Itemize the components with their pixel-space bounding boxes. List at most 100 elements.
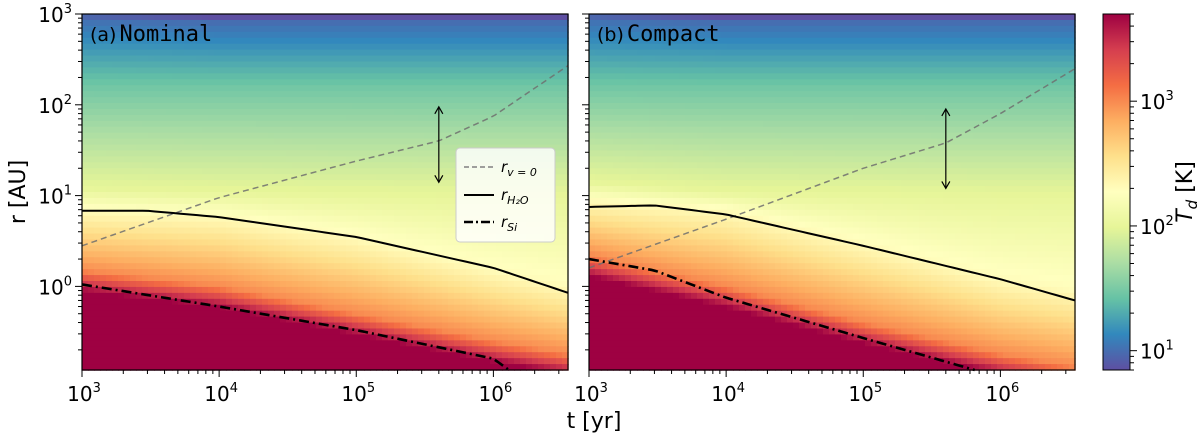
heatmap-cell xyxy=(184,197,191,205)
heatmap-cell xyxy=(202,245,209,253)
heatmap-cell xyxy=(208,162,215,169)
heatmap-cell xyxy=(100,203,107,211)
heatmap-cell xyxy=(148,138,155,146)
heatmap-cell xyxy=(364,186,371,193)
heatmap-cell xyxy=(334,156,341,164)
heatmap-cell xyxy=(106,108,113,116)
heatmap-cell xyxy=(496,281,503,288)
heatmap-cell xyxy=(430,49,437,57)
heatmap-cell xyxy=(142,138,149,146)
heatmap-cell xyxy=(292,257,299,264)
heatmap-cell xyxy=(184,340,191,347)
heatmap-cell xyxy=(364,358,371,365)
heatmap-cell xyxy=(496,85,503,92)
heatmap-cell xyxy=(454,14,461,21)
heatmap-cell xyxy=(154,281,161,288)
heatmap-cell xyxy=(184,156,191,164)
heatmap-cell xyxy=(250,257,257,264)
heatmap-cell xyxy=(466,61,473,69)
heatmap-cell xyxy=(82,108,89,116)
heatmap-cell xyxy=(154,346,161,353)
heatmap-cell xyxy=(370,358,377,365)
heatmap-cell xyxy=(478,334,485,342)
heatmap-cell xyxy=(508,85,515,92)
heatmap-cell xyxy=(160,233,167,241)
heatmap-cell xyxy=(214,49,221,57)
heatmap-cell xyxy=(418,286,425,294)
heatmap-cell xyxy=(442,257,449,264)
heatmap-cell xyxy=(430,55,437,63)
heatmap-cell xyxy=(532,43,539,51)
heatmap-cell xyxy=(184,203,191,211)
heatmap-cell xyxy=(436,73,443,80)
heatmap-cell xyxy=(238,316,245,324)
heatmap-cell xyxy=(298,168,305,175)
heatmap-cell xyxy=(520,91,527,98)
heatmap-cell xyxy=(154,263,161,270)
heatmap-cell xyxy=(112,156,119,164)
heatmap-cell xyxy=(124,257,131,264)
heatmap-cell xyxy=(166,257,173,264)
heatmap-cell xyxy=(136,73,143,80)
heatmap-cell xyxy=(358,180,365,187)
heatmap-cell xyxy=(244,263,251,270)
heatmap-cell xyxy=(310,162,317,169)
heatmap-cell xyxy=(322,203,329,211)
heatmap-cell xyxy=(184,25,191,33)
heatmap-cell xyxy=(106,174,113,181)
heatmap-cell xyxy=(376,43,383,51)
heatmap-cell xyxy=(424,150,431,158)
heatmap-cell xyxy=(412,304,419,312)
heatmap-cell xyxy=(562,138,569,146)
heatmap-cell xyxy=(112,126,119,134)
heatmap-cell xyxy=(292,85,299,92)
heatmap-cell xyxy=(370,14,377,21)
heatmap-cell xyxy=(430,364,437,371)
heatmap-cell xyxy=(544,281,551,288)
heatmap-cell xyxy=(184,174,191,181)
heatmap-cell xyxy=(226,251,233,258)
heatmap-cell xyxy=(160,108,167,116)
heatmap-cell xyxy=(220,263,227,270)
heatmap-cell xyxy=(394,310,401,318)
heatmap-cell xyxy=(292,233,299,241)
heatmap-cell xyxy=(106,85,113,92)
heatmap-cell xyxy=(388,97,395,104)
heatmap-cell xyxy=(412,233,419,241)
heatmap-cell xyxy=(202,310,209,318)
heatmap-cell xyxy=(412,203,419,211)
heatmap-cell xyxy=(304,174,311,181)
heatmap-cell xyxy=(589,37,596,45)
heatmap-cell xyxy=(280,352,287,359)
heatmap-cell xyxy=(589,114,596,122)
heatmap-cell xyxy=(370,257,377,264)
heatmap-cell xyxy=(358,304,365,312)
heatmap-cell xyxy=(562,215,569,223)
heatmap-cell xyxy=(550,251,557,258)
heatmap-cell xyxy=(136,144,143,152)
heatmap-cell xyxy=(190,346,197,353)
heatmap-cell xyxy=(88,43,95,51)
heatmap-cell xyxy=(220,215,227,223)
heatmap-cell xyxy=(502,346,509,353)
heatmap-cell xyxy=(322,245,329,253)
heatmap-cell xyxy=(556,31,563,39)
heatmap-cell xyxy=(262,37,269,45)
heatmap-cell xyxy=(244,67,251,75)
heatmap-cell xyxy=(226,73,233,80)
heatmap-cell xyxy=(118,251,125,258)
heatmap-cell xyxy=(460,108,467,116)
heatmap-cell xyxy=(214,316,221,324)
heatmap-cell xyxy=(148,192,155,199)
heatmap-cell xyxy=(526,322,533,330)
heatmap-cell xyxy=(394,281,401,288)
heatmap-cell xyxy=(436,19,443,27)
heatmap-cell xyxy=(304,180,311,187)
heatmap-cell xyxy=(94,126,101,134)
heatmap-cell xyxy=(412,180,419,187)
heatmap-cell xyxy=(280,245,287,253)
heatmap-cell xyxy=(436,346,443,353)
heatmap-cell xyxy=(532,358,539,365)
heatmap-cell xyxy=(274,120,281,128)
heatmap-cell xyxy=(400,281,407,288)
